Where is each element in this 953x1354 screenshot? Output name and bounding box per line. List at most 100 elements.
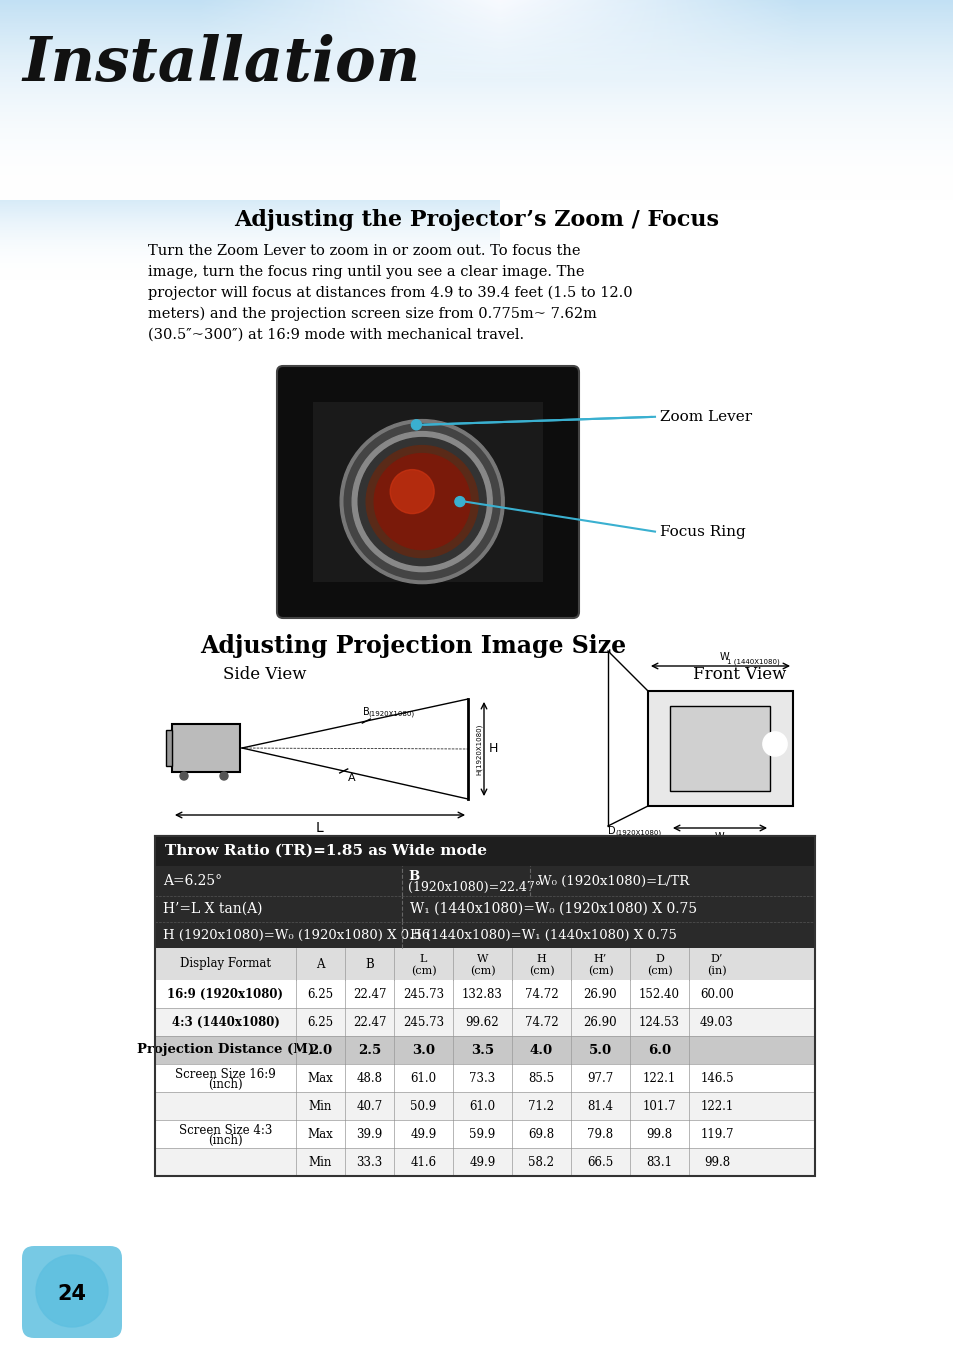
Bar (172, 724, 240, 772)
Text: 49.03: 49.03 (700, 1016, 733, 1029)
Text: Max: Max (307, 1071, 333, 1085)
Text: 22.47: 22.47 (353, 987, 386, 1001)
Text: 6.25: 6.25 (307, 987, 334, 1001)
Text: L: L (419, 955, 427, 964)
Text: 101.7: 101.7 (642, 1099, 676, 1113)
Text: (1920X1080): (1920X1080) (368, 711, 414, 718)
Text: B: B (365, 957, 374, 971)
Text: 69.8: 69.8 (528, 1128, 554, 1140)
Text: 152.40: 152.40 (639, 987, 679, 1001)
Text: Adjusting the Projector’s Zoom / Focus: Adjusting the Projector’s Zoom / Focus (234, 209, 719, 232)
Bar (401, 922, 814, 948)
Text: D: D (607, 826, 615, 835)
Text: 59.9: 59.9 (469, 1128, 496, 1140)
Text: B: B (408, 871, 418, 883)
Text: Side View: Side View (223, 666, 307, 682)
Bar (154, 1036, 814, 1064)
Circle shape (390, 470, 434, 513)
Text: D: D (655, 955, 663, 964)
Text: W₀ (1920x1080)=L/TR: W₀ (1920x1080)=L/TR (537, 875, 688, 887)
Text: 22.47: 22.47 (353, 1016, 386, 1029)
Text: meters) and the projection screen size from 0.775m~ 7.62m: meters) and the projection screen size f… (148, 307, 597, 321)
Text: H’: H’ (594, 955, 606, 964)
Text: H: H (536, 955, 546, 964)
Text: Projection Distance (M): Projection Distance (M) (137, 1044, 314, 1056)
Text: 58.2: 58.2 (528, 1155, 554, 1169)
Text: A: A (315, 957, 324, 971)
Text: Adjusting Projection Image Size: Adjusting Projection Image Size (200, 634, 625, 658)
Bar (401, 867, 530, 896)
Bar (647, 691, 792, 806)
Text: B: B (362, 707, 369, 718)
Text: 79.8: 79.8 (587, 1128, 613, 1140)
Circle shape (455, 497, 464, 506)
Circle shape (366, 445, 477, 558)
Bar (154, 867, 401, 896)
Text: 33.3: 33.3 (356, 1155, 382, 1169)
Text: 81.4: 81.4 (587, 1099, 613, 1113)
Text: 146.5: 146.5 (700, 1071, 733, 1085)
Text: Zoom Lever: Zoom Lever (659, 410, 751, 424)
Bar (154, 896, 401, 922)
Text: 3.5: 3.5 (471, 1044, 494, 1056)
Text: 49.9: 49.9 (410, 1128, 436, 1140)
Text: H (1440x1080)=W₁ (1440x1080) X 0.75: H (1440x1080)=W₁ (1440x1080) X 0.75 (410, 929, 677, 941)
Bar (154, 1091, 814, 1120)
Text: image, turn the focus ring until you see a clear image. The: image, turn the focus ring until you see… (148, 265, 584, 279)
Text: 71.2: 71.2 (528, 1099, 554, 1113)
Text: 119.7: 119.7 (700, 1128, 733, 1140)
Circle shape (357, 437, 486, 566)
Text: (inch): (inch) (208, 1133, 243, 1147)
Text: 39.9: 39.9 (356, 1128, 382, 1140)
Text: 40.7: 40.7 (356, 1099, 382, 1113)
Text: (cm): (cm) (469, 965, 495, 976)
Bar (154, 1120, 814, 1148)
Text: Screen Size 4:3: Screen Size 4:3 (178, 1124, 272, 1137)
Text: 26.90: 26.90 (583, 987, 617, 1001)
Text: 66.5: 66.5 (587, 1155, 613, 1169)
Bar (154, 922, 401, 948)
Circle shape (36, 1255, 108, 1327)
Text: 74.72: 74.72 (524, 1016, 558, 1029)
Text: 6.0: 6.0 (647, 1044, 670, 1056)
Text: 5.0: 5.0 (588, 1044, 612, 1056)
Circle shape (220, 772, 228, 780)
Text: W: W (714, 831, 724, 842)
Text: (cm): (cm) (587, 965, 613, 976)
Text: Front View: Front View (693, 666, 786, 682)
Bar (154, 948, 814, 980)
Text: 2.0: 2.0 (309, 1044, 332, 1056)
Text: 4:3 (1440x1080): 4:3 (1440x1080) (172, 1016, 279, 1029)
Text: 61.0: 61.0 (410, 1071, 436, 1085)
Text: (cm): (cm) (646, 965, 672, 976)
Bar (154, 835, 814, 1177)
Text: 48.8: 48.8 (356, 1071, 382, 1085)
Text: 3.0: 3.0 (412, 1044, 435, 1056)
Text: D’: D’ (710, 955, 722, 964)
Text: Screen Size 16:9: Screen Size 16:9 (175, 1068, 275, 1080)
Text: 60.00: 60.00 (700, 987, 733, 1001)
Text: (1920x1080)=22.47°: (1920x1080)=22.47° (408, 881, 540, 894)
FancyBboxPatch shape (276, 366, 578, 617)
Bar (154, 1064, 814, 1091)
Text: 99.8: 99.8 (646, 1128, 672, 1140)
Text: 41.6: 41.6 (410, 1155, 436, 1169)
Text: 50.9: 50.9 (410, 1099, 436, 1113)
Text: 0 (1920X1080): 0 (1920X1080) (721, 835, 774, 841)
Circle shape (344, 424, 499, 580)
Text: 16:9 (1920x1080): 16:9 (1920x1080) (168, 987, 283, 1001)
Text: 1 (1440X1080): 1 (1440X1080) (726, 658, 779, 665)
Text: Installation: Installation (22, 34, 420, 93)
Text: Focus Ring: Focus Ring (659, 524, 745, 539)
Text: (30.5″~300″) at 16:9 mode with mechanical travel.: (30.5″~300″) at 16:9 mode with mechanica… (148, 328, 523, 343)
Text: 99.62: 99.62 (465, 1016, 498, 1029)
Text: L: L (315, 821, 323, 835)
Text: 99.8: 99.8 (703, 1155, 729, 1169)
Bar (154, 835, 814, 867)
Text: W₁ (1440x1080)=W₀ (1920x1080) X 0.75: W₁ (1440x1080)=W₀ (1920x1080) X 0.75 (410, 902, 697, 917)
Text: 26.90: 26.90 (583, 1016, 617, 1029)
Circle shape (180, 772, 188, 780)
Text: H (1920x1080)=W₀ (1920x1080) X 0.56: H (1920x1080)=W₀ (1920x1080) X 0.56 (163, 929, 430, 941)
Text: Max: Max (307, 1128, 333, 1140)
Circle shape (762, 733, 786, 756)
